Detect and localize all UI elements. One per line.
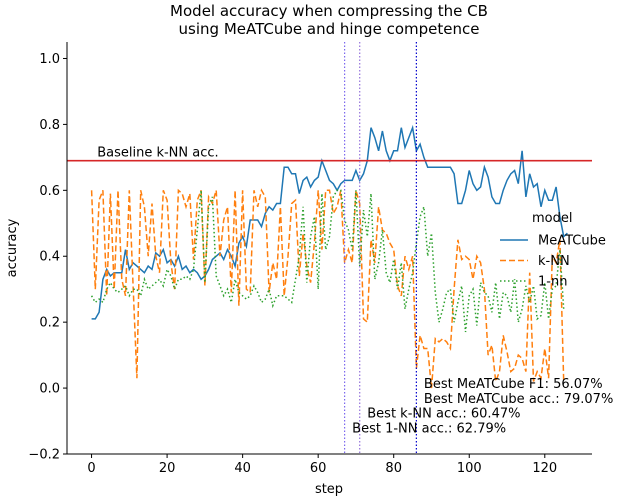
y-tick-label: 0.6: [39, 184, 60, 199]
series-line-1-nn: [90, 189, 565, 333]
x-tick-label: 60: [310, 461, 327, 476]
x-tick-label: 100: [457, 461, 482, 476]
annotation-2: Best MeATCube acc.: 79.07%: [424, 392, 613, 407]
annotation-3: Best k-NN acc.: 60.47%: [367, 407, 520, 422]
x-tick-label: 80: [385, 461, 402, 476]
x-tick-label: 0: [87, 461, 95, 476]
series-line-k-nn: [90, 188, 565, 389]
x-tick-label: 20: [159, 461, 176, 476]
x-tick-label: 40: [234, 461, 251, 476]
plot-area: Baseline k-NN acc.: [67, 42, 592, 454]
annotation-1: Best MeATCube F1: 56.07%: [424, 377, 603, 392]
y-tick-label: 1.0: [39, 52, 60, 67]
legend-title: model: [532, 211, 572, 226]
y-tick-label: 0.2: [39, 316, 60, 331]
y-axis-label: accuracy: [5, 218, 20, 277]
baseline-label: Baseline k-NN acc.: [97, 146, 218, 161]
y-axis-ticks: −0.2 0.0 0.2 0.4 0.6 0.8 1.0: [28, 52, 67, 463]
y-tick-label: 0.8: [39, 118, 60, 133]
legend-label-k-nn: k-NN: [538, 254, 570, 269]
chart-title-line-2: using MeATCube and hinge competence: [179, 20, 480, 38]
x-axis-ticks: 0 20 40 60 80 100 120: [87, 454, 557, 476]
annotations: Best MeATCube F1: 56.07%Best MeATCube ac…: [352, 377, 613, 436]
annotation-4: Best 1-NN acc.: 62.79%: [352, 422, 506, 437]
legend-label-1-nn: 1-nn: [538, 275, 567, 290]
legend: model MeATCube k-NN 1-nn: [500, 211, 606, 290]
y-tick-label: −0.2: [28, 448, 60, 463]
chart-title-line-1: Model accuracy when compressing the CB: [170, 2, 488, 20]
y-tick-label: 0.4: [39, 250, 60, 265]
legend-label-meatcube: MeATCube: [538, 234, 606, 249]
x-tick-label: 120: [532, 461, 557, 476]
x-axis-label: step: [315, 482, 343, 497]
y-tick-label: 0.0: [39, 382, 60, 397]
